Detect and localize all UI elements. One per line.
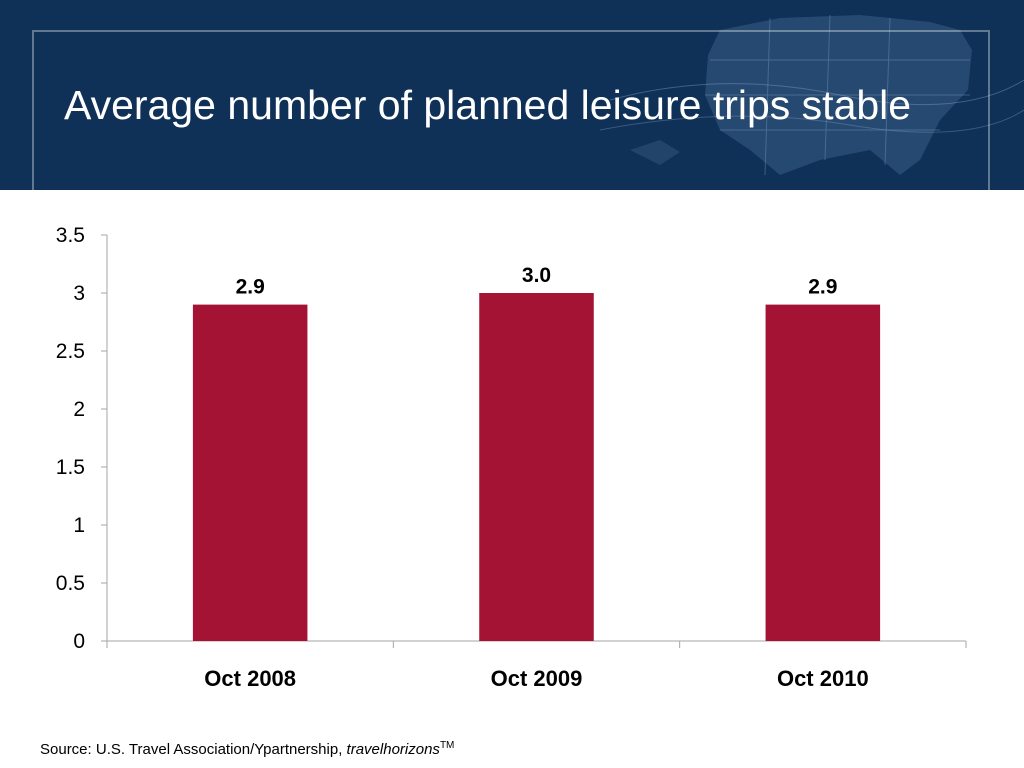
slide-header: Average number of planned leisure trips … <box>0 0 1024 190</box>
bar-chart: 0 0.5 1 1.5 2 2.5 3 3.5 2.9 Oct 2008 3.0 Oct 2009 2.… <box>56 224 967 691</box>
data-label: 2.9 <box>808 276 837 299</box>
bar <box>765 304 881 641</box>
bar <box>192 304 308 641</box>
trademark-mark: TM <box>439 740 455 751</box>
bar <box>479 293 594 641</box>
y-tick-label: 1 <box>73 514 85 537</box>
source-note: Source: U.S. Travel Association/Ypartner… <box>40 740 454 758</box>
y-tick-label: 2 <box>73 398 85 421</box>
x-tick-label: Oct 2009 <box>491 666 583 691</box>
data-label: 2.9 <box>236 276 265 299</box>
y-tick-label: 1.5 <box>56 456 85 479</box>
source-brand: travelhorizons <box>346 741 440 758</box>
us-map-decoration <box>600 14 1024 176</box>
y-tick-label: 3 <box>73 282 85 305</box>
y-tick-label: 0 <box>73 630 85 653</box>
x-tick-label: Oct 2008 <box>204 666 296 691</box>
y-tick-label: 3.5 <box>56 224 85 247</box>
data-label: 3.0 <box>522 264 551 287</box>
y-tick-label: 0.5 <box>56 572 85 595</box>
slide-title: Average number of planned leisure trips … <box>64 82 912 128</box>
source-text: Source: U.S. Travel Association/Ypartner… <box>40 741 347 758</box>
y-tick-label: 2.5 <box>56 340 85 363</box>
x-tick-label: Oct 2010 <box>777 666 869 691</box>
header-frame <box>32 30 990 190</box>
